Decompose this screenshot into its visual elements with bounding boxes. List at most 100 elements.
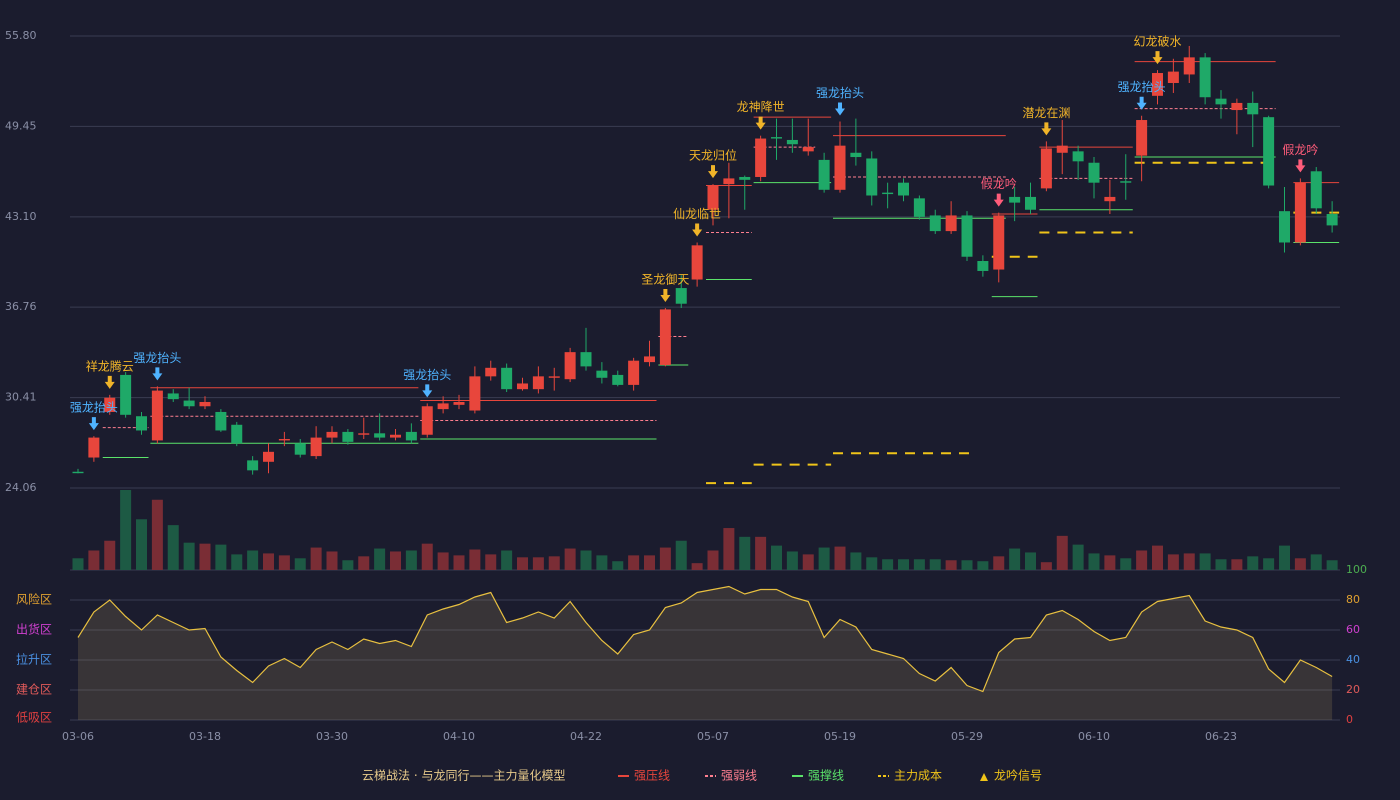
candle-body [263,451,274,462]
candle-body [167,393,179,400]
volume-bar [1056,535,1068,570]
volume-bar [469,549,481,570]
signal-label: 幻龙破水 [1133,34,1181,49]
candle-body [1247,102,1259,115]
legend-label: 强弱线 [721,769,757,783]
candle-body [358,433,370,435]
candle-body [866,158,878,196]
signal-label: 天龙归位 [689,148,737,163]
volume-bar [1231,559,1243,570]
candle-body [231,424,243,444]
candle-body [1152,73,1163,96]
volume-bar [1199,553,1211,570]
y2-tick-label: 40 [1346,653,1360,666]
volume-bar [818,547,830,570]
volume-bar [390,551,401,570]
candle-body [374,433,386,438]
candle-body [421,406,433,435]
candle-body [707,185,719,210]
signal-arrow [755,116,766,130]
candle-body [1009,196,1021,203]
oscillator-line [77,585,1333,693]
volume-bar [580,550,592,570]
candle-body [1326,214,1338,226]
legend-signal-symbol [980,773,988,781]
volume-bar [263,553,274,570]
candle-body [659,309,671,365]
signal-label: 强龙抬头 [133,351,181,365]
volume-bar [517,557,528,570]
volume-bar [548,556,560,570]
signal-arrow [708,165,718,179]
zone-label: 低吸区 [16,711,52,725]
candle-body [771,137,782,139]
candle-body [882,192,894,195]
volume-bar [120,490,132,570]
y2-tick-label: 20 [1346,683,1360,696]
x-tick-label: 06-23 [1205,730,1237,743]
candle-body [1294,182,1306,243]
signal-arrow [152,367,163,381]
y2-tick-label: 100 [1346,563,1367,576]
volume-bar [961,560,973,570]
candle-body [834,145,846,190]
volume-bar [755,536,767,570]
signal-label: 假龙吟 [981,176,1017,191]
oscillator-area [78,586,1333,720]
legend-label: 强撑线 [808,768,844,783]
signal-arrow [422,384,433,398]
x-tick-label: 05-19 [824,730,856,743]
volume-bar [1263,558,1275,570]
candle-body [517,383,528,390]
volume-bar [723,528,735,570]
candle-body [1279,211,1290,243]
signal-arrow [835,102,845,116]
candle-body [453,401,465,405]
signal-label: 圣龙御天 [641,271,689,286]
candle-body [945,215,957,232]
signal-arrow [660,288,671,302]
candle-body [580,352,592,367]
candle-body [294,443,306,455]
x-tick-label: 03-06 [62,730,94,743]
candle-body [739,176,751,180]
legend-label: 主力成本 [894,769,942,783]
signal-arrow [1136,96,1147,110]
volume-bar [1167,554,1179,570]
signal-arrow [1041,122,1052,136]
candle-body [802,147,814,152]
volume-bar [1183,553,1195,570]
candle-body [469,376,481,411]
candle-body [151,390,163,441]
volume-bar [675,540,687,570]
volume-bar [1279,545,1290,570]
volume-bar [1326,560,1338,570]
volume-bar [231,554,243,570]
volume-bar [199,543,211,570]
candle-body [961,215,973,257]
volume-bar [374,548,386,570]
zone-label: 出货区 [16,622,52,637]
volume-bar [215,544,227,570]
volume-bar [913,559,925,570]
volume-bar [1072,544,1084,570]
volume-bar [929,559,941,570]
signal-arrow [88,417,99,431]
candle-body [1136,120,1148,156]
candle-body [723,178,735,185]
volume-bar [405,550,417,570]
candle-body [993,215,1005,270]
volume-bar [1215,559,1227,570]
volume-bar [1120,558,1132,570]
signal-arrow [692,223,703,237]
candle-body [898,182,909,196]
volume-bar [1009,548,1021,570]
candle-body [1025,196,1036,210]
y2-tick-label: 60 [1346,623,1360,636]
candle-body [1183,57,1195,75]
signal-label: 强龙抬头 [70,401,118,415]
legend-label: 强压线 [634,769,670,783]
candle-body [136,416,147,431]
candle-body [532,376,544,390]
